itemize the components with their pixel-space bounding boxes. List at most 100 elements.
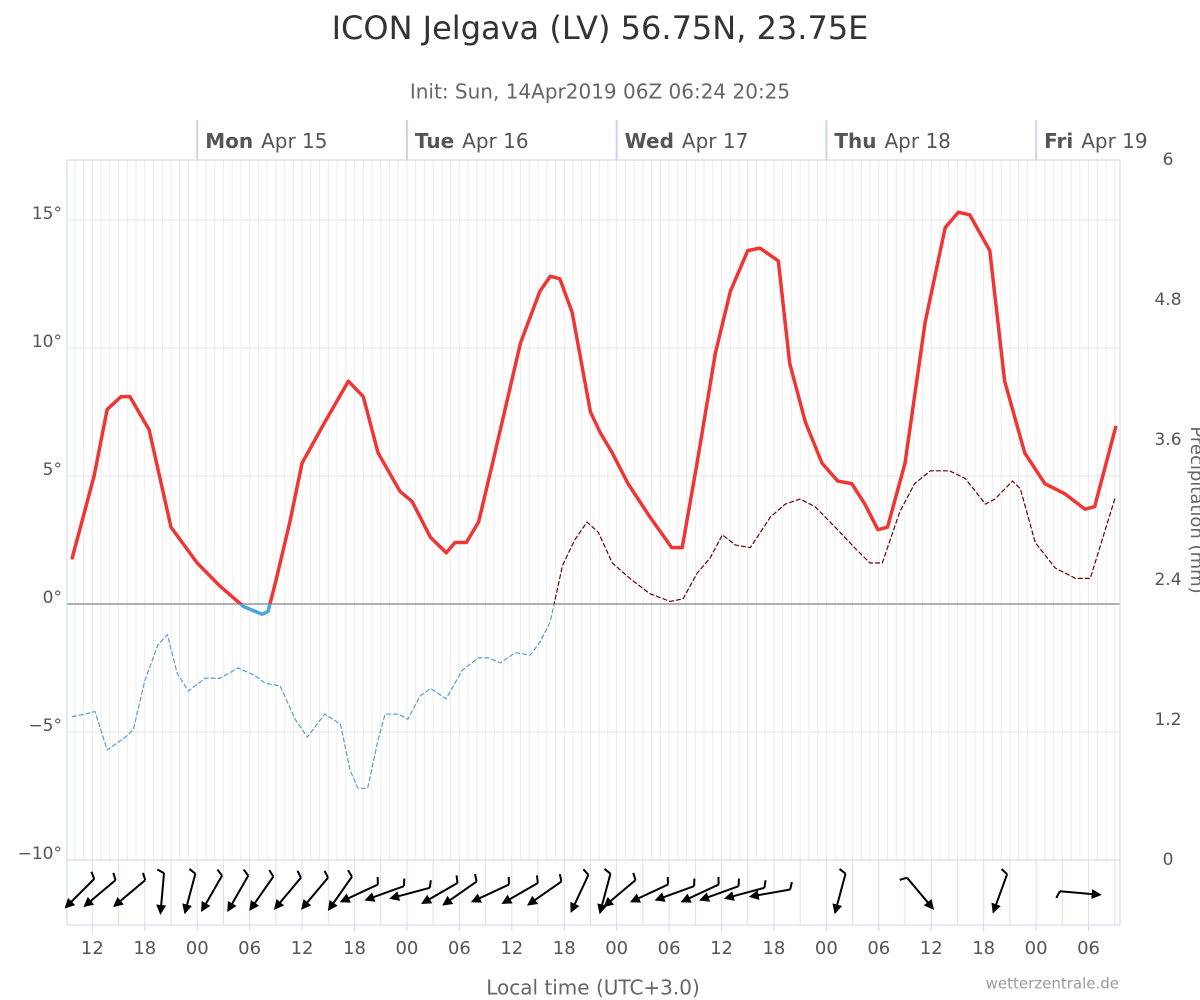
wind-arrow xyxy=(723,886,765,901)
x-axis-title: Local time (UTC+3.0) xyxy=(486,976,700,1000)
wind-barb xyxy=(1055,890,1061,899)
wind-arrow xyxy=(421,882,458,904)
wind-arrow xyxy=(301,877,329,910)
wind-barb xyxy=(632,872,637,881)
x-tick-label: 00 xyxy=(186,938,209,959)
y-tick-label: −10° xyxy=(18,844,62,864)
x-tick-label: 12 xyxy=(500,938,523,959)
y2-tick-label: 1.2 xyxy=(1154,710,1181,730)
day-name: Wed xyxy=(625,129,674,153)
wind-barb xyxy=(242,868,250,877)
wind-arrow xyxy=(1059,889,1102,900)
wind-barb xyxy=(90,871,96,880)
day-name: Mon xyxy=(205,129,253,153)
wind-barb xyxy=(428,880,432,888)
wind-arrow xyxy=(83,879,117,908)
wind-arrow xyxy=(201,875,223,913)
wind-arrow xyxy=(991,873,1009,914)
x-tick-label: 12 xyxy=(81,938,104,959)
y-tick-label: 10° xyxy=(32,332,62,352)
wind-arrow xyxy=(501,882,539,905)
wind-barb xyxy=(558,873,563,882)
wind-barb xyxy=(347,869,353,878)
wind-arrow xyxy=(603,879,637,908)
x-tick-label: 18 xyxy=(762,938,785,959)
wind-arrow xyxy=(182,873,197,915)
series-line-negative xyxy=(237,603,272,616)
y-tick-label: 5° xyxy=(43,460,62,480)
wind-barb xyxy=(296,870,302,879)
wind-arrow xyxy=(570,874,590,913)
x-tick-label: 00 xyxy=(605,938,628,959)
x-tick-label: 12 xyxy=(710,938,733,959)
day-date: Apr 18 xyxy=(885,129,951,153)
x-tick-label: 06 xyxy=(448,938,471,959)
wind-barb xyxy=(216,868,223,877)
wind-barb xyxy=(763,880,767,888)
day-label: Fri Apr 19 xyxy=(1044,129,1148,153)
wind-barb xyxy=(142,872,147,881)
wind-arrow xyxy=(273,877,302,910)
wind-arrow xyxy=(748,888,791,901)
wind-barb xyxy=(323,870,329,879)
wind-barb xyxy=(1000,868,1008,875)
day-date: Apr 16 xyxy=(462,129,528,153)
wind-arrow xyxy=(654,885,695,902)
wind-arrow xyxy=(64,878,95,909)
wind-arrow xyxy=(526,880,562,906)
wind-barb xyxy=(838,868,847,875)
wind-barb xyxy=(474,873,478,882)
wind-barb xyxy=(535,875,539,884)
credit: wetterzentrale.de xyxy=(986,975,1119,993)
wind-arrow xyxy=(113,879,146,908)
wind-arrow xyxy=(227,875,250,913)
wind-arrow xyxy=(680,883,720,903)
wind-arrow xyxy=(364,885,405,902)
series-line xyxy=(553,470,1116,604)
x-tick-label: 12 xyxy=(291,938,314,959)
y2-tick-label: 2.4 xyxy=(1154,570,1181,590)
wind-barb xyxy=(789,881,793,890)
y2-axis-title: Precipitation (mm) xyxy=(1186,426,1200,593)
wind-barb xyxy=(188,868,197,875)
x-tick-label: 06 xyxy=(1077,938,1100,959)
wind-arrow xyxy=(327,876,353,912)
x-tick-label: 18 xyxy=(343,938,366,959)
y2-tick-label: 6 xyxy=(1163,150,1174,170)
wind-arrow xyxy=(156,872,167,915)
wind-arrow xyxy=(906,877,935,910)
mark-layer xyxy=(64,210,1118,915)
wind-arrow xyxy=(249,876,275,912)
x-tick-label: 12 xyxy=(920,938,943,959)
wind-barb xyxy=(268,869,275,878)
grid-layer xyxy=(66,120,1121,931)
day-date: Apr 15 xyxy=(261,129,327,153)
y-tick-label: −5° xyxy=(28,716,62,736)
x-tick-label: 00 xyxy=(395,938,418,959)
day-label: Wed Apr 17 xyxy=(625,129,749,153)
chart-title: ICON Jelgava (LV) 56.75N, 23.75E xyxy=(332,9,869,47)
chart-subtitle: Init: Sun, 14Apr2019 06Z 06:24 20:25 xyxy=(410,80,790,104)
day-label: Mon Apr 15 xyxy=(205,129,327,153)
wind-barb xyxy=(899,876,908,881)
wind-barb xyxy=(455,875,459,884)
day-label: Thu Apr 18 xyxy=(834,129,951,153)
y-tick-label: 15° xyxy=(32,204,62,224)
wind-arrow xyxy=(339,883,379,903)
y2-tick-label: 4.8 xyxy=(1154,290,1181,310)
x-tick-label: 00 xyxy=(815,938,838,959)
x-tick-label: 18 xyxy=(133,938,156,959)
wind-arrow xyxy=(832,873,847,915)
series-line-negative xyxy=(71,603,555,789)
y2-tick-label: 0 xyxy=(1163,850,1174,870)
day-name: Fri xyxy=(1044,129,1073,153)
wind-arrow xyxy=(470,883,510,903)
wind-barb xyxy=(603,868,612,875)
wind-barb xyxy=(582,868,590,876)
wind-arrow xyxy=(389,886,431,901)
series-line xyxy=(70,210,1118,604)
wind-arrow xyxy=(597,873,612,915)
wind-arrow xyxy=(699,885,739,902)
day-label: Tue Apr 16 xyxy=(415,129,529,153)
